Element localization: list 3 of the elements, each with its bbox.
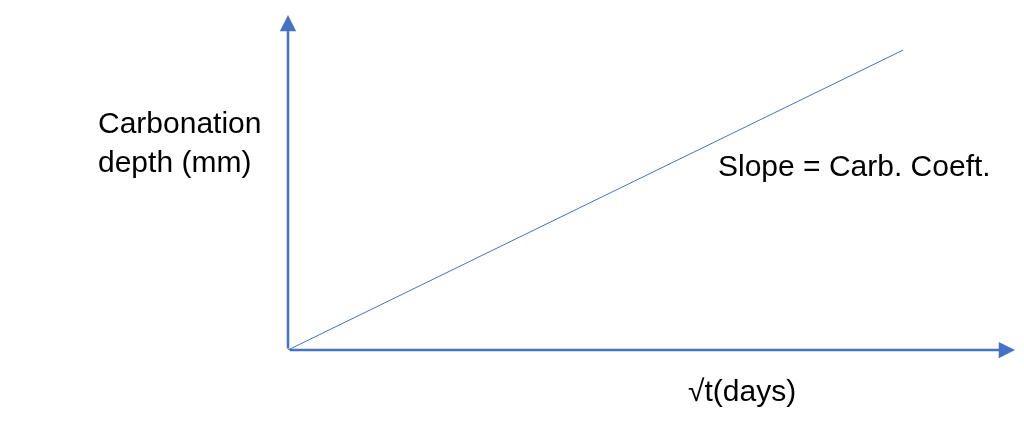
y-axis-title: Carbonation depth (mm) [98, 106, 262, 178]
annotation: Slope = Carb. Coeft. [718, 149, 991, 182]
x-axis-title: √t(days) [688, 374, 797, 407]
